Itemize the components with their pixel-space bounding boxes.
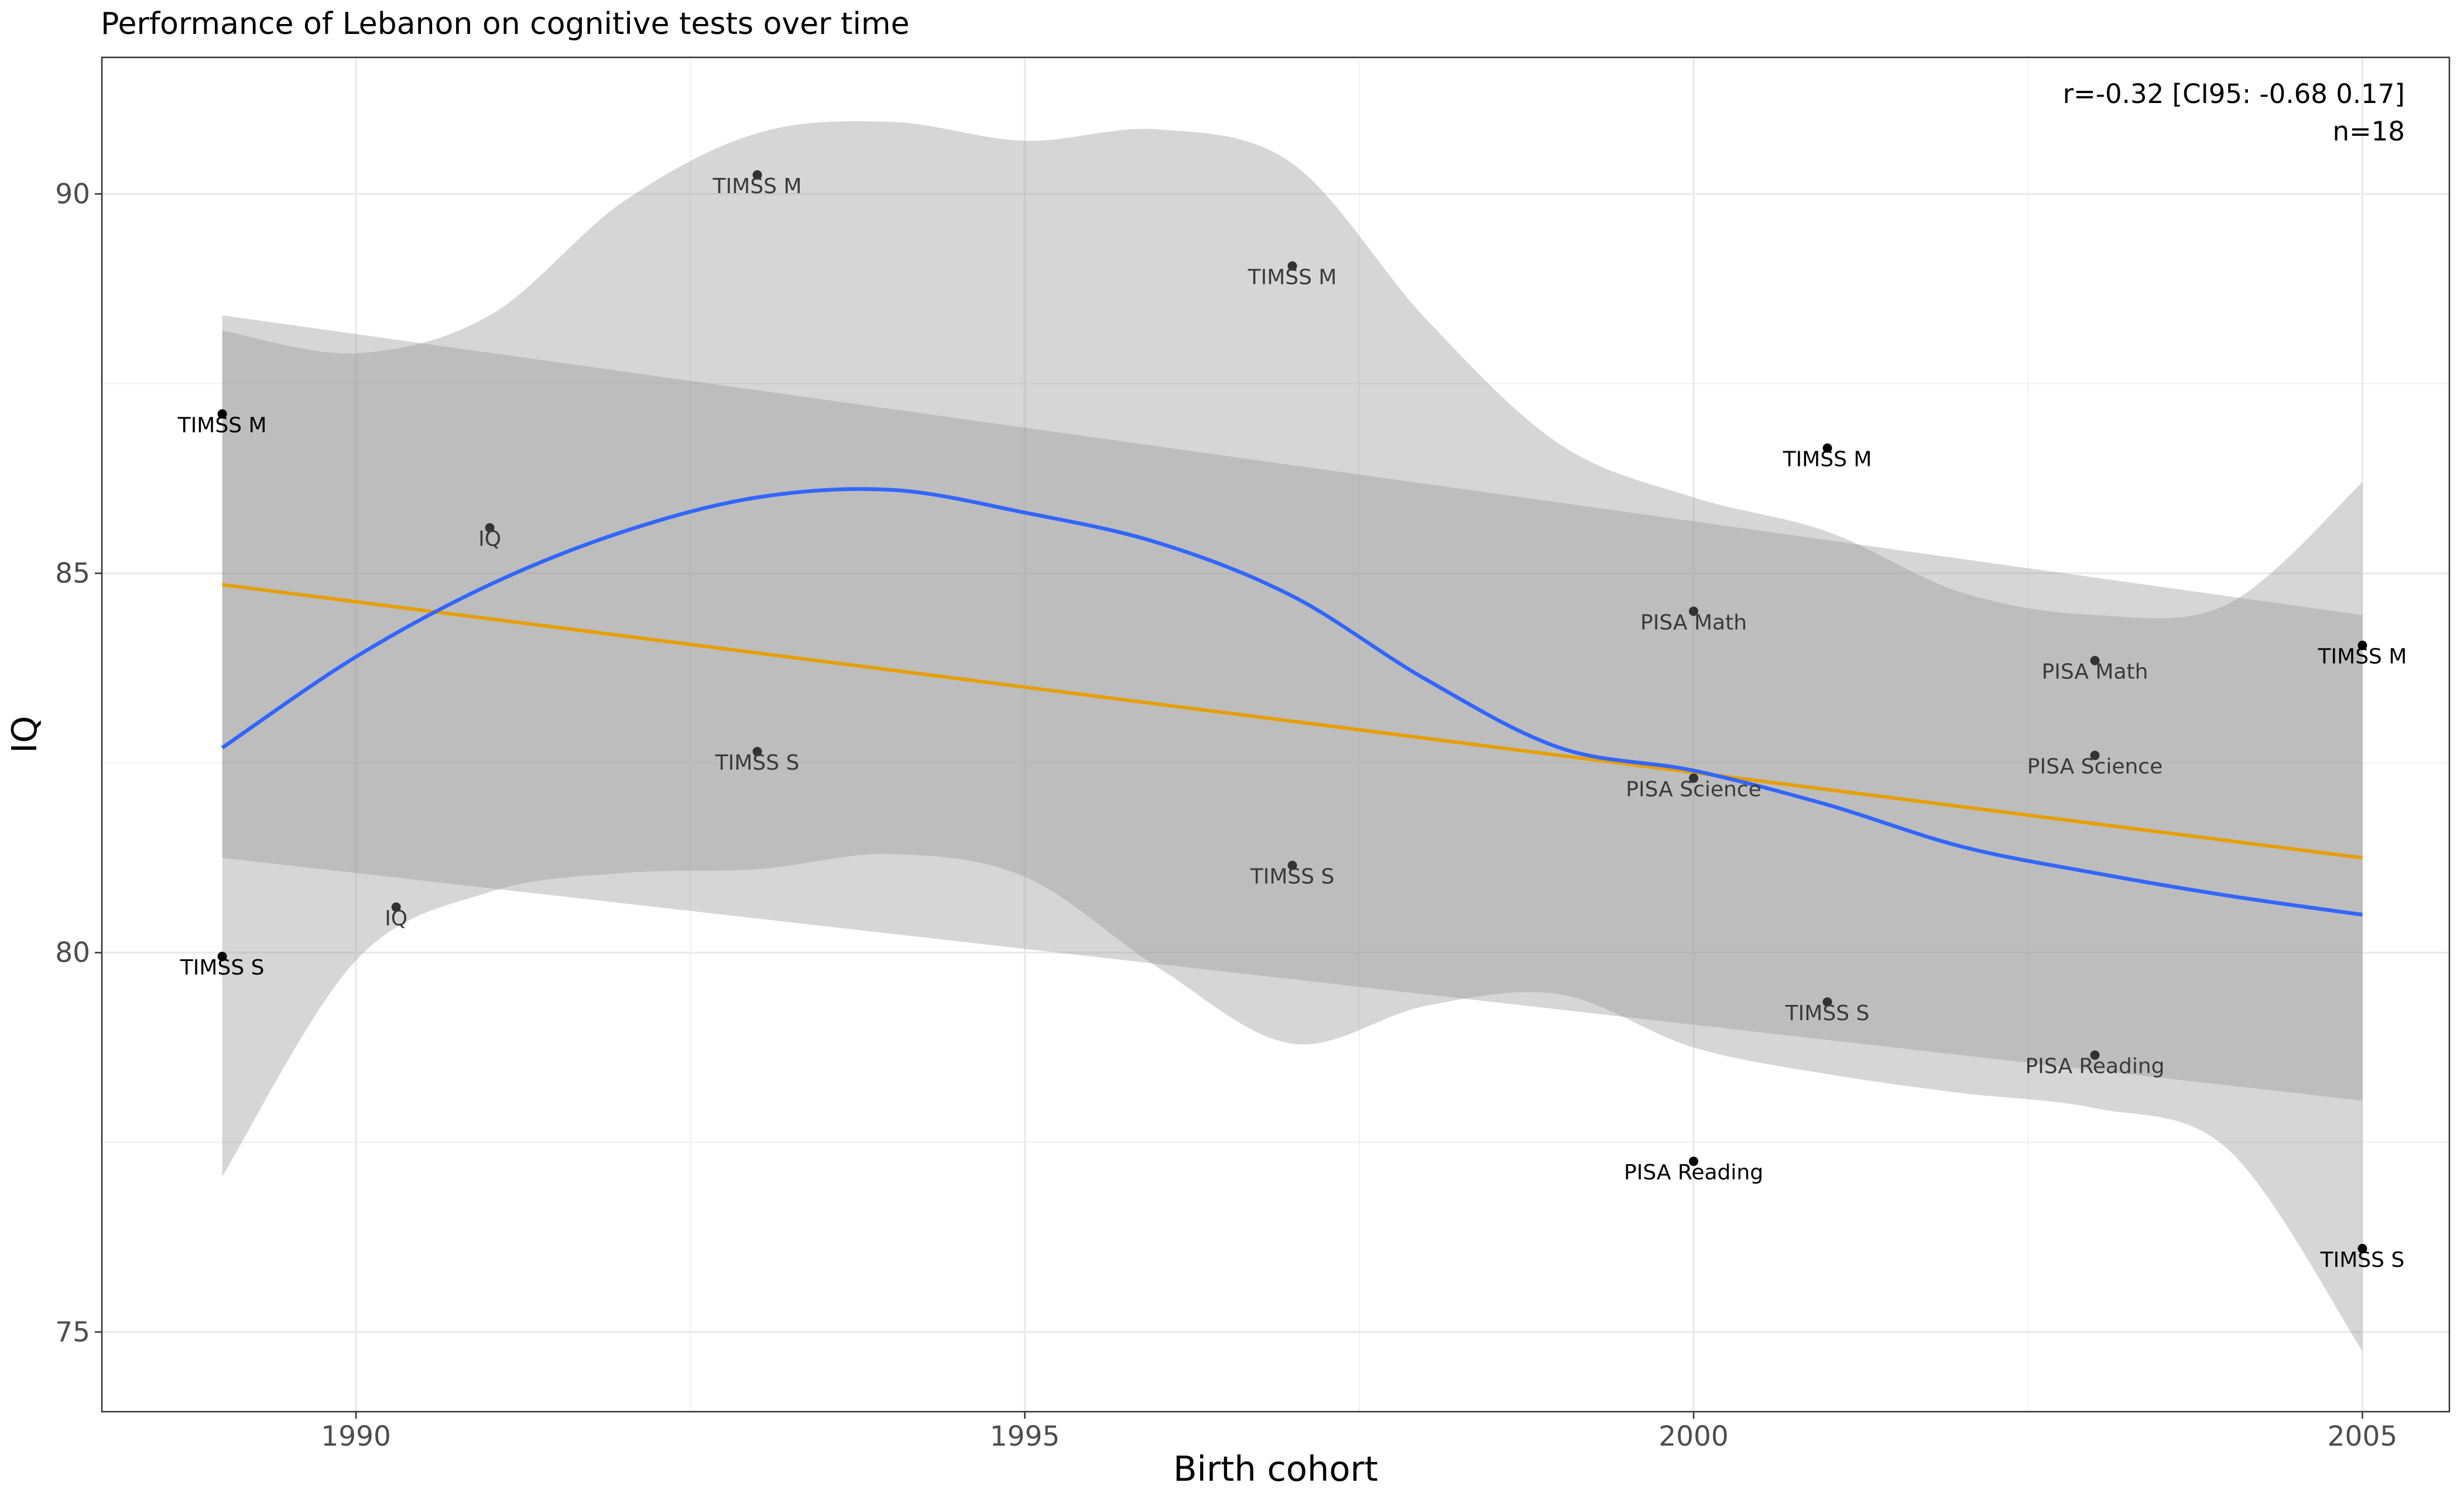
data-point-label: TIMSS M: [177, 413, 267, 437]
data-point: [752, 170, 762, 180]
data-point-label: PISA Science: [2027, 755, 2163, 779]
data-point: [752, 747, 762, 757]
x-tick-label: 2005: [2328, 1420, 2398, 1453]
linear-fit-line: [222, 582, 2363, 860]
loess-confidence-band: [222, 121, 2363, 1351]
data-point: [1689, 606, 1699, 616]
x-axis: 1990 1995 2000 2005: [321, 1412, 2397, 1453]
chart-title: Performance of Lebanon on cognitive test…: [101, 6, 910, 42]
data-point-label: TIMSS M: [1783, 448, 1872, 472]
data-point: [2090, 656, 2100, 665]
data-point-label: TIMSS S: [715, 751, 800, 775]
data-point-label: TIMSS M: [1248, 265, 1337, 289]
data-point-label: PISA Science: [1626, 778, 1761, 802]
data-point-label: TIMSS S: [180, 956, 265, 980]
minor-gridlines: [102, 57, 2449, 1412]
sample-size-annotation: n=18: [2333, 116, 2405, 147]
point-labels: TIMSS M TIMSS S IQ IQ TIMSS M TIMSS S TIMSS M T…: [177, 174, 2407, 1272]
data-point-label: TIMSS M: [2318, 645, 2407, 669]
correlation-annotation: r=-0.32 [CI95: -0.68 0.17]: [2063, 78, 2405, 109]
data-point-label: PISA Math: [1640, 610, 1747, 634]
data-point: [1689, 773, 1699, 783]
y-tick-label: 80: [55, 937, 90, 969]
data-point-label: PISA Reading: [1624, 1161, 1763, 1185]
data-point: [1287, 261, 1297, 271]
y-tick-label: 75: [55, 1316, 90, 1348]
data-point: [2357, 1244, 2367, 1254]
x-tick-label: 2000: [1658, 1420, 1729, 1453]
data-point: [485, 523, 495, 533]
y-axis-title: IQ: [4, 716, 44, 753]
plot-panel: [102, 57, 2449, 1412]
data-point: [217, 952, 227, 962]
y-tick-label: 90: [55, 178, 90, 210]
linear-confidence-band: [222, 315, 2363, 1101]
y-tick-label: 85: [55, 558, 90, 590]
plot-border: [101, 56, 2451, 1413]
data-point-label: TIMSS S: [1250, 865, 1335, 889]
major-gridlines: [102, 57, 2449, 1412]
x-tick-label: 1990: [321, 1420, 391, 1453]
x-tick-label: 1995: [990, 1420, 1060, 1453]
data-point: [1822, 997, 1832, 1007]
data-point: [1287, 860, 1297, 870]
data-point: [1689, 1157, 1699, 1166]
data-point-label: PISA Math: [2042, 660, 2148, 684]
data-point-label: PISA Reading: [2025, 1055, 2164, 1079]
data-point-label: IQ: [385, 907, 407, 931]
data-point: [1822, 443, 1832, 453]
data-point: [217, 409, 227, 419]
data-point-label: TIMSS S: [2320, 1248, 2405, 1272]
data-point: [2090, 750, 2100, 760]
y-axis: 75 80 85 90: [55, 178, 102, 1348]
data-point: [2090, 1050, 2100, 1060]
loess-fit-line: [221, 487, 2363, 917]
data-point-label: TIMSS S: [1785, 1001, 1870, 1025]
x-axis-title: Birth cohort: [1173, 1449, 1378, 1489]
data-point-label: IQ: [478, 527, 501, 551]
data-points: [217, 170, 2367, 1254]
fit-lines: [221, 487, 2363, 917]
confidence-bands: [222, 121, 2363, 1351]
data-point: [391, 902, 401, 912]
data-point: [2357, 640, 2367, 650]
data-point-label: TIMSS M: [712, 174, 802, 198]
